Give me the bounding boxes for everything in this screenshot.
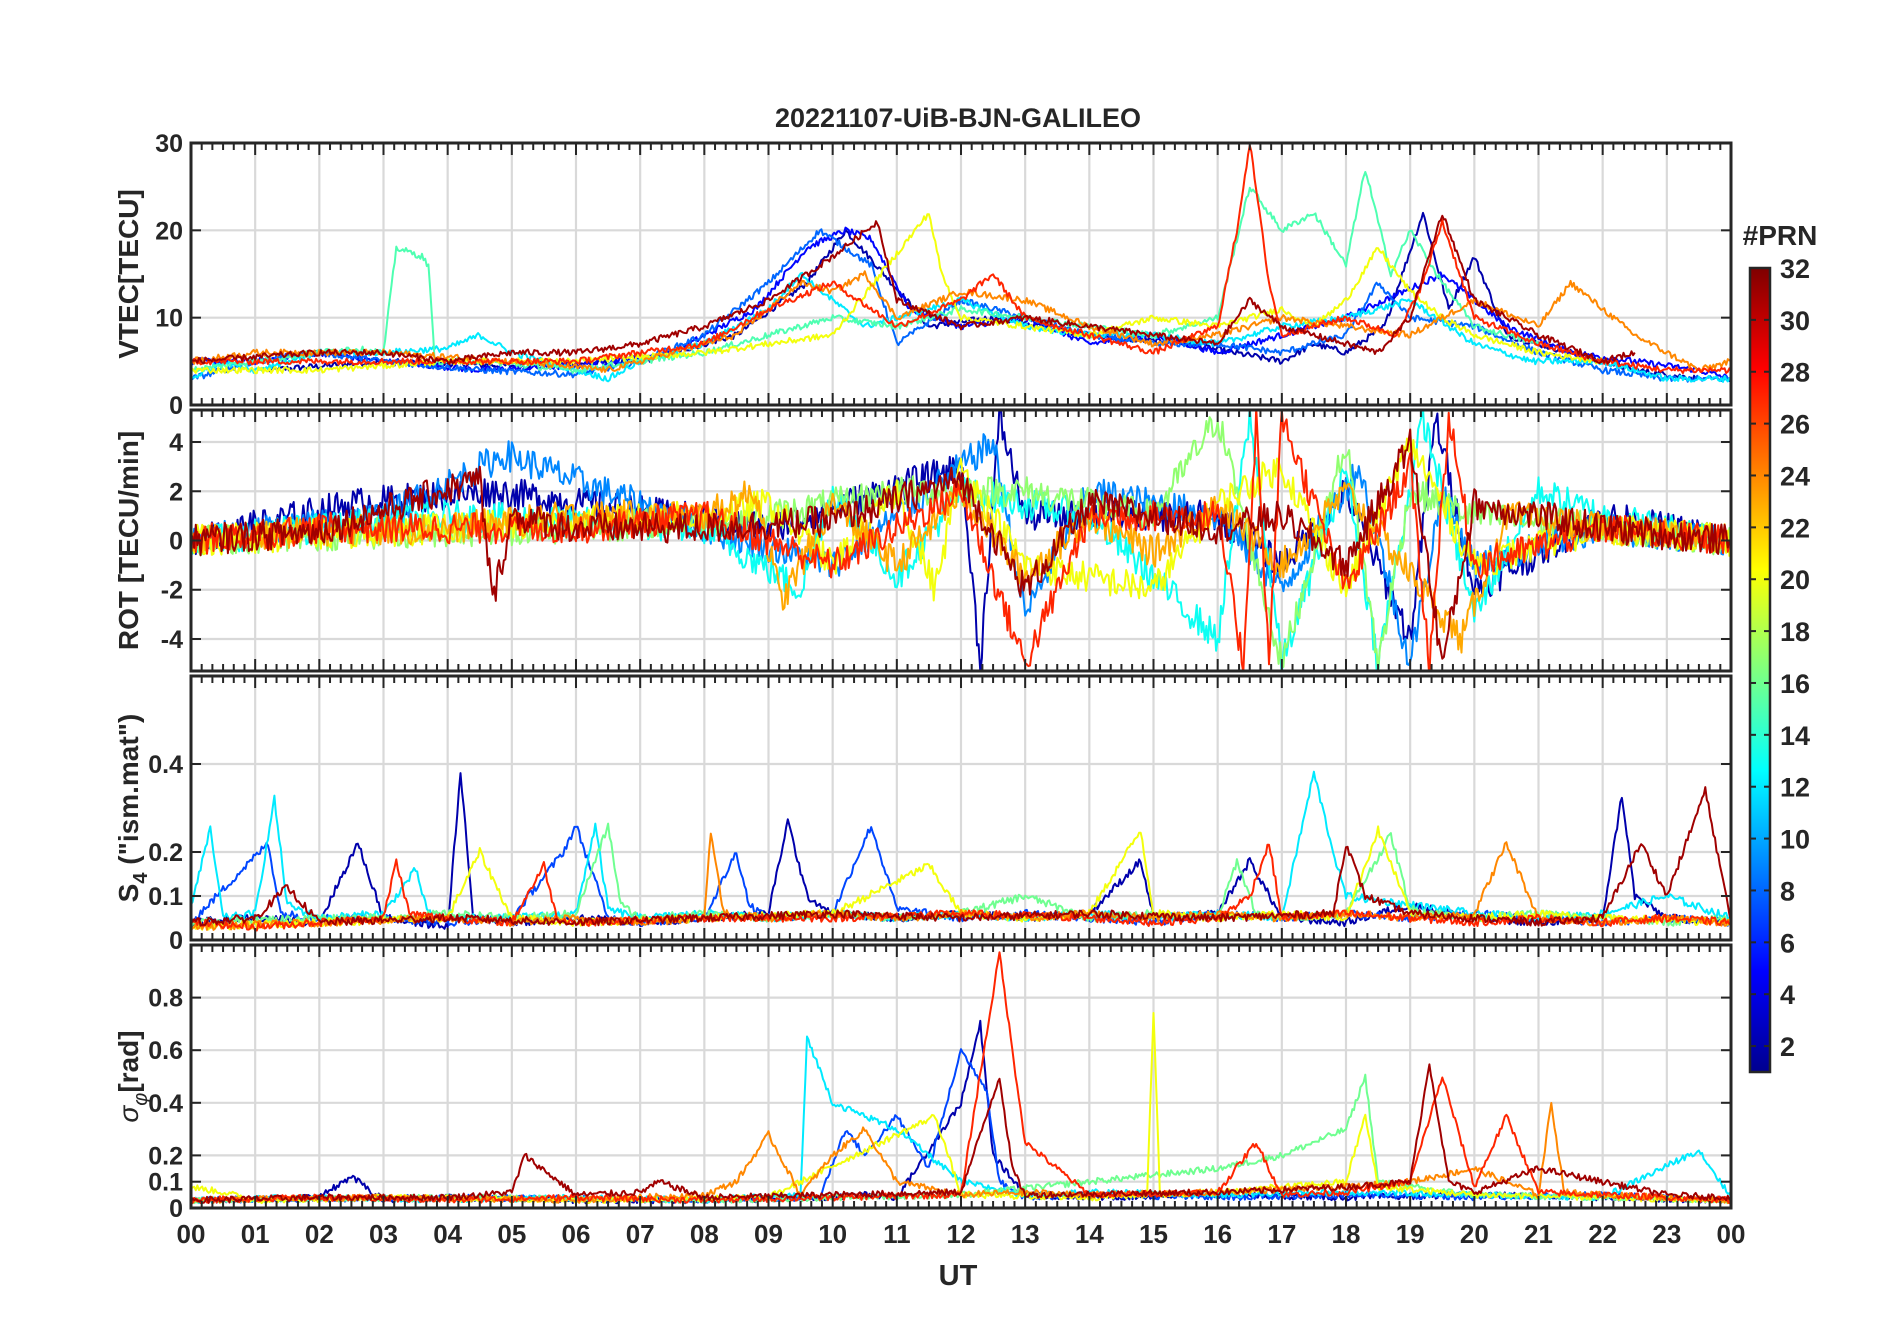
- series-line-prn-31: [191, 214, 1636, 366]
- y-tick-label: 0.6: [148, 1037, 183, 1065]
- x-tick-label: 17: [1267, 1219, 1296, 1249]
- y-tick-label: 0.1: [148, 1169, 183, 1197]
- colorbar-tick-label: 28: [1780, 358, 1810, 388]
- y-tick-label: 0: [169, 392, 183, 420]
- x-tick-label: 05: [497, 1219, 526, 1249]
- x-tick-label: 01: [241, 1219, 270, 1249]
- colorbar-tick-label: 30: [1780, 306, 1810, 336]
- y-tick-label: -4: [161, 626, 183, 654]
- colorbar-tick-label: 8: [1780, 876, 1795, 906]
- x-tick-label: 11: [883, 1219, 911, 1249]
- colorbar-tick-label: 4: [1780, 980, 1795, 1010]
- x-axis-label: UT: [939, 1260, 978, 1292]
- x-tick-label: 15: [1139, 1219, 1168, 1249]
- y-tick-label: 2: [169, 478, 183, 506]
- colorbar-tick-label: 24: [1780, 461, 1810, 491]
- series-line-prn-31: [191, 428, 1731, 660]
- y-tick-label: 30: [155, 130, 183, 158]
- y-tick-label: 0.8: [148, 985, 183, 1013]
- panel-2: -4 -2 0 2 4 ROT [TECU/min]: [113, 408, 1733, 673]
- colorbar-tick-label: 18: [1780, 617, 1810, 647]
- x-tick-label: 02: [305, 1219, 334, 1249]
- colorbar-tick-label: 16: [1780, 669, 1810, 699]
- colorbar-tick-label: 32: [1780, 254, 1810, 284]
- panel-3: 00.10.20.4S4 ("ism.mat"): [113, 674, 1733, 955]
- y-axis-label: VTEC[TECU]: [113, 189, 144, 359]
- colorbar-tick-label: 20: [1780, 565, 1810, 595]
- y-axis-label-base: σ: [113, 1105, 144, 1123]
- x-tick-label: 04: [433, 1219, 462, 1249]
- series-line-prn-24: [191, 832, 1731, 932]
- colorbar-tick-label: 22: [1780, 513, 1810, 543]
- x-tick-label: 21: [1524, 1219, 1553, 1249]
- series-line-prn-27: [191, 410, 1731, 671]
- series-group: [191, 144, 1731, 383]
- series-line-prn-12: [191, 271, 1731, 383]
- y-tick-label: 10: [155, 305, 183, 333]
- x-tick-label: 06: [562, 1219, 591, 1249]
- colorbar-tick-label: 10: [1780, 825, 1810, 855]
- y-axis-label-rest: ("ism.mat"): [113, 714, 144, 873]
- y-axis-label-subscript: φ: [130, 1093, 152, 1106]
- colorbar-tick-label: 12: [1780, 773, 1810, 803]
- colorbar-tick-label: 6: [1780, 928, 1795, 958]
- x-tick-label: 19: [1396, 1219, 1425, 1249]
- x-tick-label: 10: [818, 1219, 847, 1249]
- series-group: [191, 770, 1731, 932]
- y-tick-label: 0.4: [148, 1090, 183, 1118]
- y-tick-label: 0.2: [148, 1142, 183, 1170]
- x-tick-label: 18: [1332, 1219, 1361, 1249]
- x-tick-label: 07: [626, 1219, 655, 1249]
- chart-title: 20221107-UiB-BJN-GALILEO: [775, 103, 1141, 133]
- x-tick-label: 00: [177, 1219, 206, 1249]
- y-tick-label: -2: [161, 577, 183, 605]
- colorbar-tick-label: 14: [1780, 721, 1810, 751]
- y-axis-label-rest: [rad]: [113, 1030, 144, 1092]
- y-axis-label-subscript: 4: [130, 872, 152, 884]
- y-tick-label: 0.2: [148, 839, 183, 867]
- colorbar-tick-label: 26: [1780, 410, 1810, 440]
- y-tick-label: 4: [169, 429, 183, 457]
- x-axis: 00 01 02 03 04 05 06 07 08 09 10 11 12 13 14 15 16 17 18 19…: [177, 1219, 1746, 1249]
- x-tick-label: 13: [1011, 1219, 1040, 1249]
- y-tick-label: 0: [169, 927, 183, 955]
- x-tick-label: 20: [1460, 1219, 1489, 1249]
- y-tick-label: 0.4: [148, 751, 183, 779]
- y-axis-label: σφ[rad]: [113, 1030, 152, 1122]
- x-tick-label: 14: [1075, 1219, 1104, 1249]
- panel-1: 0 10 20 30 VTEC[TECU]: [113, 130, 1733, 420]
- colorbar-label: #PRN: [1743, 220, 1818, 251]
- series-group: [191, 410, 1731, 671]
- y-tick-label: 0: [169, 528, 183, 556]
- x-tick-label: 22: [1588, 1219, 1617, 1249]
- colorbar-gradient: [1748, 266, 1772, 1074]
- x-tick-label: 03: [369, 1219, 398, 1249]
- y-tick-label: 0: [169, 1195, 183, 1223]
- y-tick-label: 0.1: [148, 883, 183, 911]
- y-tick-label: 20: [155, 217, 183, 245]
- x-tick-label: 16: [1203, 1219, 1232, 1249]
- y-axis-label: S4 ("ism.mat"): [113, 714, 152, 903]
- colorbar-tick-label: 2: [1780, 1032, 1795, 1062]
- panel-4: 00.10.2 0.4 0.6 0.8 σφ[rad]: [113, 943, 1733, 1223]
- x-tick-label: 12: [947, 1219, 976, 1249]
- x-tick-label: 08: [690, 1219, 719, 1249]
- y-axis-label: ROT [TECU/min]: [113, 431, 144, 650]
- series-line-prn-15: [191, 171, 1540, 374]
- y-axis-label-base: S: [113, 884, 144, 903]
- x-tick-label: 23: [1652, 1219, 1681, 1249]
- series-line-prn-23: [191, 477, 1731, 654]
- x-tick-label: 00: [1717, 1219, 1746, 1249]
- x-tick-label: 09: [754, 1219, 783, 1249]
- series-line-prn-31: [191, 786, 1731, 927]
